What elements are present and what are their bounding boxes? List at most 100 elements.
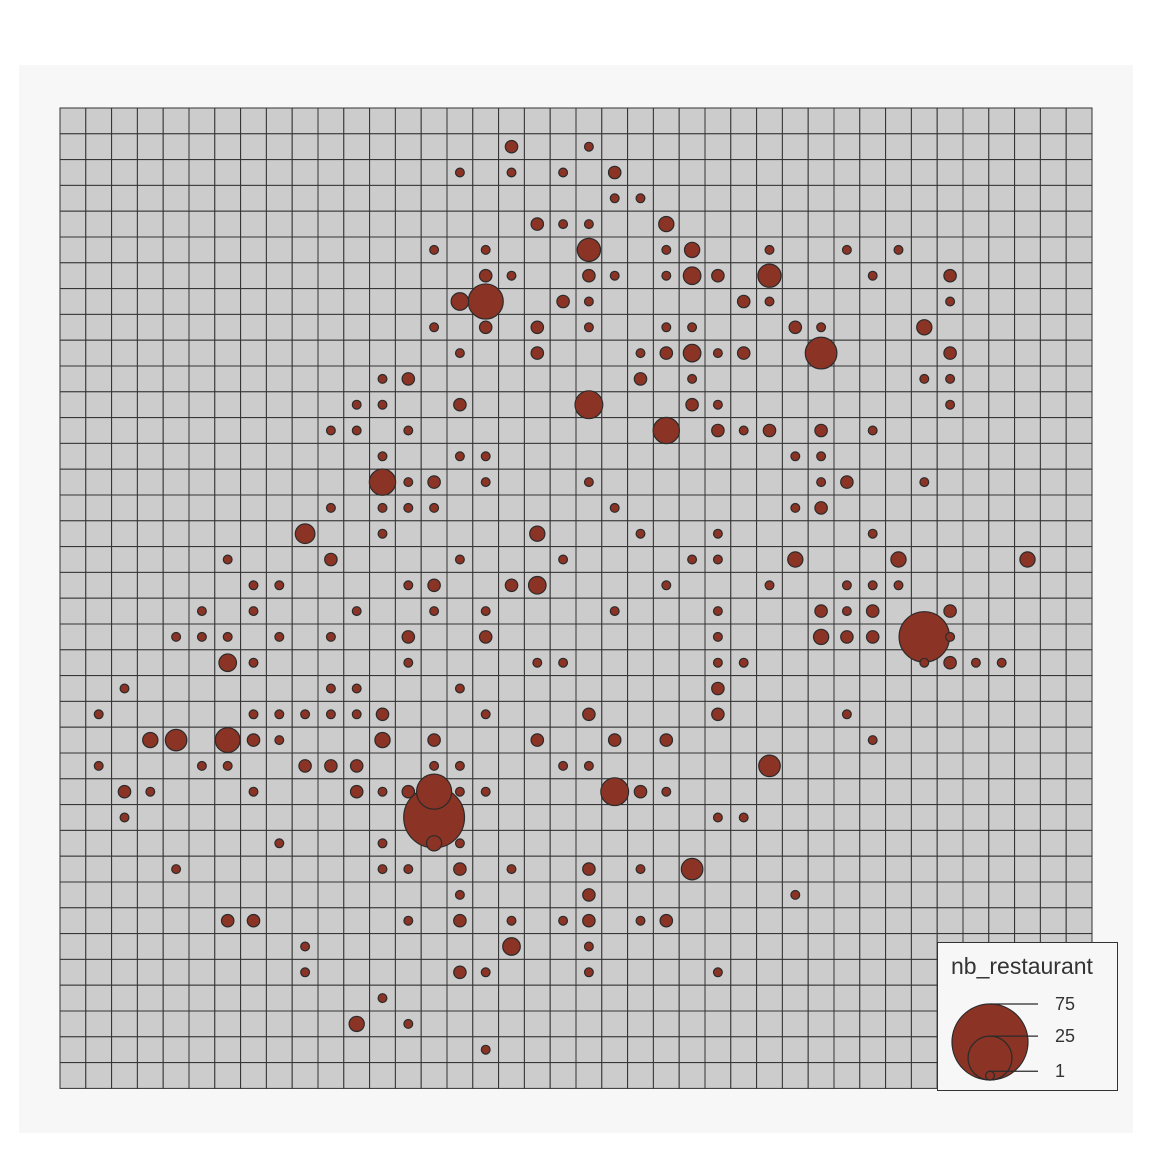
grid-cell xyxy=(240,184,267,212)
grid-cell xyxy=(704,881,732,909)
restaurant-symbol xyxy=(218,653,238,673)
grid-cell xyxy=(265,649,293,677)
grid-cell xyxy=(730,442,758,470)
grid-cell xyxy=(317,907,345,935)
restaurant-symbol xyxy=(453,965,467,980)
grid-cell xyxy=(833,675,861,702)
grid-cell xyxy=(188,726,216,754)
grid-cell xyxy=(988,571,1016,599)
grid-cell xyxy=(601,210,629,238)
grid-cell xyxy=(136,958,164,986)
grid-cell xyxy=(162,133,190,161)
grid-cell xyxy=(214,958,242,986)
grid-cell xyxy=(394,700,422,728)
grid-cell xyxy=(575,649,603,677)
grid-cell xyxy=(962,133,990,161)
grid-cell xyxy=(807,546,835,573)
grid-cell xyxy=(627,881,654,909)
grid-cell xyxy=(859,933,887,960)
grid-cell xyxy=(472,365,500,393)
grid-cell xyxy=(162,1062,190,1089)
grid-cell xyxy=(885,365,912,393)
grid-cell xyxy=(59,700,87,728)
grid-cell xyxy=(111,649,138,677)
grid-cell xyxy=(1039,623,1067,651)
restaurant-symbol xyxy=(712,967,723,978)
grid-cell xyxy=(652,752,680,780)
grid-cell xyxy=(730,726,758,754)
grid-cell xyxy=(420,107,448,135)
grid-cell xyxy=(394,752,422,780)
grid-cell xyxy=(962,571,990,599)
grid-cell xyxy=(730,855,758,883)
grid-cell xyxy=(188,520,216,548)
grid-cell xyxy=(162,159,190,186)
restaurant-symbol xyxy=(661,786,672,797)
restaurant-symbol xyxy=(325,502,336,513)
grid-cell xyxy=(240,933,267,960)
grid-cell xyxy=(601,107,629,135)
grid-cell xyxy=(704,365,732,393)
grid-cell xyxy=(781,391,809,419)
grid-cell xyxy=(885,804,912,831)
grid-cell xyxy=(85,184,113,212)
grid-cell xyxy=(730,623,758,651)
grid-cell xyxy=(781,288,809,315)
restaurant-symbol xyxy=(377,373,388,384)
grid-cell xyxy=(291,546,319,573)
grid-cell xyxy=(136,1036,164,1064)
grid-cell xyxy=(343,159,371,186)
grid-cell xyxy=(910,907,938,935)
grid-cell xyxy=(1039,133,1067,161)
grid-cell xyxy=(833,313,861,341)
grid-cell xyxy=(962,726,990,754)
grid-cell xyxy=(188,804,216,831)
grid-cell xyxy=(1039,804,1067,831)
grid-cell xyxy=(265,752,293,780)
restaurant-symbol xyxy=(764,296,775,307)
restaurant-symbol xyxy=(583,141,594,152)
grid-cell xyxy=(446,133,474,161)
grid-cell xyxy=(240,984,267,1012)
grid-cell xyxy=(936,804,964,831)
grid-cell xyxy=(162,675,190,702)
legend-label: 75 xyxy=(1055,994,1075,1014)
grid-cell xyxy=(910,958,938,986)
restaurant-symbol xyxy=(351,709,362,720)
grid-cell xyxy=(420,546,448,573)
grid-cell xyxy=(885,984,912,1012)
grid-cell xyxy=(1065,236,1093,264)
grid-cell xyxy=(291,726,319,754)
grid-cell xyxy=(446,417,474,444)
grid-cell xyxy=(111,958,138,986)
restaurant-symbol xyxy=(841,580,852,591)
grid-cell xyxy=(885,752,912,780)
grid-cell xyxy=(704,726,732,754)
grid-cell xyxy=(549,391,577,419)
grid-cell xyxy=(859,468,887,496)
grid-cell xyxy=(111,520,138,548)
grid-cell xyxy=(59,675,87,702)
grid-cell xyxy=(188,829,216,857)
grid-cell xyxy=(214,468,242,496)
restaurant-symbol xyxy=(530,346,545,360)
grid-cell xyxy=(1014,262,1041,290)
restaurant-symbol xyxy=(788,320,803,335)
grid-cell xyxy=(652,288,680,315)
grid-cell xyxy=(756,1062,783,1089)
grid-cell xyxy=(446,1062,474,1089)
grid-cell xyxy=(498,597,525,625)
grid-cell xyxy=(601,520,629,548)
grid-cell xyxy=(214,907,242,935)
grid-cell xyxy=(859,1036,887,1064)
grid-cell xyxy=(265,675,293,702)
grid-cell xyxy=(420,984,448,1012)
restaurant-symbol xyxy=(764,244,775,255)
grid-cell xyxy=(59,649,87,677)
grid-cell xyxy=(265,520,293,548)
grid-cell xyxy=(678,107,706,135)
restaurant-symbol xyxy=(583,322,594,333)
restaurant-symbol xyxy=(943,655,957,670)
grid-cell xyxy=(188,1036,216,1064)
restaurant-symbol xyxy=(324,759,338,773)
